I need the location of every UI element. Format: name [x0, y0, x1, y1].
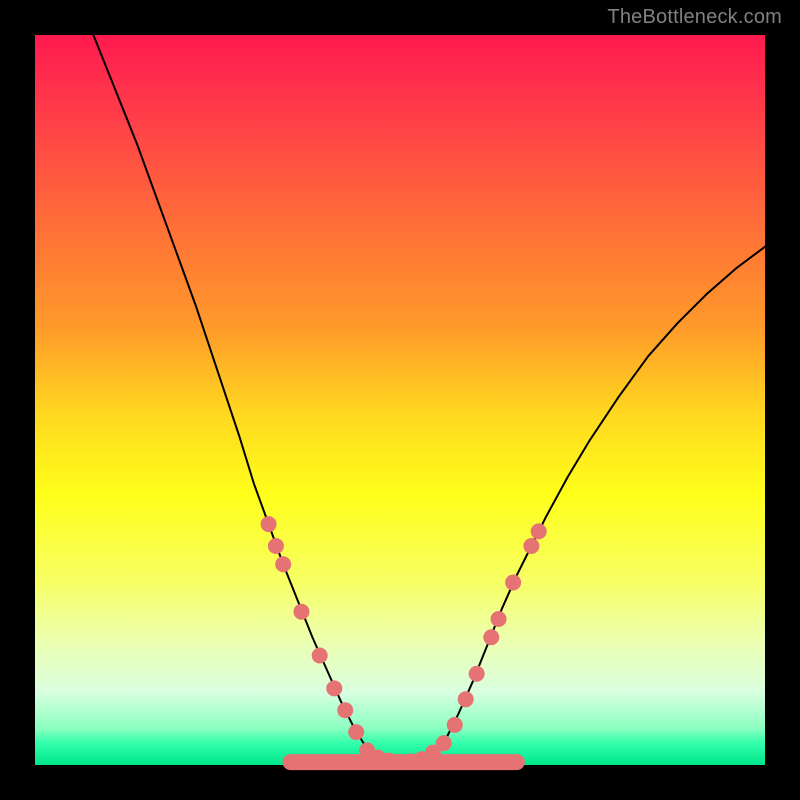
marker-point — [505, 575, 521, 591]
marker-point — [523, 538, 539, 554]
marker-point — [293, 604, 309, 620]
plot-background — [35, 35, 765, 765]
marker-point — [261, 516, 277, 532]
marker-point — [326, 680, 342, 696]
marker-point — [469, 666, 485, 682]
marker-point — [447, 717, 463, 733]
marker-point — [458, 691, 474, 707]
marker-point — [436, 735, 452, 751]
marker-point — [312, 648, 328, 664]
marker-point — [268, 538, 284, 554]
watermark-text: TheBottleneck.com — [607, 6, 782, 29]
marker-point — [483, 629, 499, 645]
marker-point — [348, 724, 364, 740]
marker-point — [337, 702, 353, 718]
chart-canvas: TheBottleneck.com — [0, 0, 800, 800]
marker-point — [491, 611, 507, 627]
marker-point — [531, 523, 547, 539]
marker-point — [275, 556, 291, 572]
bottleneck-chart — [0, 0, 800, 800]
